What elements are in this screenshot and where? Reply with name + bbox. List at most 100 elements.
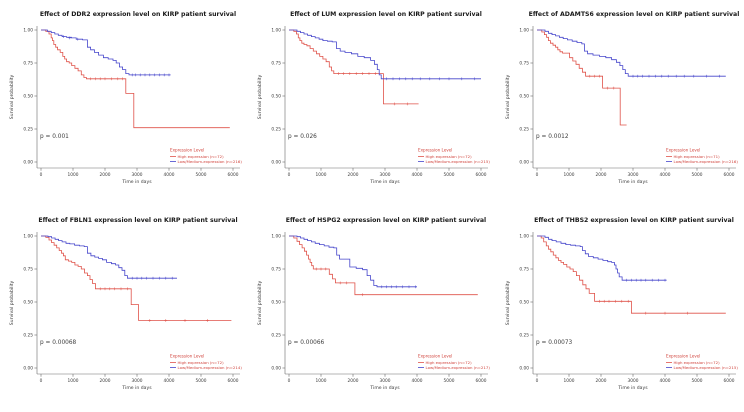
survival-curves <box>537 29 726 126</box>
y-tick-label: 1.00 <box>519 234 529 240</box>
p-value-label: p = 0.001 <box>40 134 69 140</box>
x-tick-label: 4000 <box>412 378 423 384</box>
x-tick-label: 4000 <box>164 172 175 178</box>
legend: Expression Level High expression (n=71) … <box>666 148 738 164</box>
y-tick-label: 0.00 <box>23 160 33 166</box>
low-censor-marks <box>385 77 476 81</box>
y-tick-label: 1.00 <box>271 234 281 240</box>
high-censor-marks <box>337 72 409 106</box>
x-tick-label: 4000 <box>412 172 423 178</box>
chart-title: Effect of DDR2 expression level on KIRP … <box>40 11 236 18</box>
x-tick-label: 5000 <box>196 378 207 384</box>
x-tick-label: 1000 <box>68 378 79 384</box>
x-tick-label: 2000 <box>596 378 607 384</box>
chart-title: Effect of LUM expression level on KIRP p… <box>290 11 482 18</box>
x-tick-label: 5000 <box>444 172 455 178</box>
legend-high-label: High expression (n=72) <box>426 360 473 365</box>
x-tick-label: 0 <box>40 172 43 178</box>
y-tick-label: 1.00 <box>23 28 33 34</box>
x-tick-label: 0 <box>536 172 539 178</box>
legend-low-label: Low/Medium-expression (n=216) <box>178 159 243 164</box>
survival-curves <box>289 235 478 297</box>
x-tick-label: 2000 <box>348 172 359 178</box>
y-tick-label: 0.75 <box>519 267 529 273</box>
legend-low-label: Low/Medium-expression (n=217) <box>426 365 491 370</box>
x-tick-label: 3000 <box>132 378 143 384</box>
low-censor-marks <box>130 276 174 280</box>
high-censor-marks <box>588 74 616 90</box>
legend: Expression Level High expression (n=72) … <box>170 148 242 164</box>
high-survival-curve <box>537 29 627 126</box>
y-tick-label: 0.25 <box>23 333 33 339</box>
high-survival-curve <box>289 29 419 105</box>
y-tick-label: 0.00 <box>271 160 281 166</box>
x-tick-label: 1000 <box>316 378 327 384</box>
y-tick-label: 0.50 <box>519 94 529 100</box>
y-tick-label: 1.00 <box>519 28 529 34</box>
low-survival-curve <box>537 235 667 281</box>
legend-high-label: High expression (n=71) <box>674 154 721 159</box>
y-tick-label: 0.00 <box>23 366 33 372</box>
x-tick-label: 3000 <box>380 172 391 178</box>
x-axis-title: Time in days <box>617 179 648 185</box>
x-tick-label: 1000 <box>316 172 327 178</box>
y-tick-label: 0.00 <box>271 366 281 372</box>
x-tick-label: 4000 <box>660 172 671 178</box>
y-tick-label: 0.75 <box>23 267 33 273</box>
y-axis-title: Survival probability <box>9 74 15 119</box>
axes: 1.00 0.75 0.50 0.25 0.00 0 1000 2000 3000 4000 500… <box>9 232 240 391</box>
x-tick-label: 1000 <box>68 172 79 178</box>
x-tick-label: 5000 <box>692 172 703 178</box>
x-tick-label: 0 <box>536 378 539 384</box>
y-tick-label: 0.25 <box>271 127 281 133</box>
axes: 1.00 0.75 0.50 0.25 0.00 0 1000 2000 3000 4000 500… <box>257 232 488 391</box>
y-axis-title: Survival probability <box>257 280 263 325</box>
y-axis-title: Survival probability <box>257 74 263 119</box>
low-censor-marks <box>625 278 667 282</box>
y-axis-title: Survival probability <box>9 280 15 325</box>
x-tick-label: 3000 <box>628 172 639 178</box>
legend-low-label: Low/Medium-expression (n=215) <box>426 159 491 164</box>
km-plot-svg: Effect of FBLN1 expression level on KIRP… <box>9 217 242 391</box>
km-plot-svg: Effect of HSPG2 expression level on KIRP… <box>257 217 491 391</box>
low-censor-marks <box>62 35 171 77</box>
p-value-label: p = 0.00073 <box>536 340 573 346</box>
x-tick-label: 2000 <box>348 378 359 384</box>
x-tick-label: 0 <box>40 378 43 384</box>
high-survival-curve <box>41 29 230 129</box>
x-axis-title: Time in days <box>617 385 648 391</box>
legend-low-label: Low/Medium-expression (n=215) <box>674 365 739 370</box>
legend: Expression Level High expression (n=72) … <box>170 354 242 370</box>
axes: 1.00 0.75 0.50 0.25 0.00 0 1000 2000 3000 4000 500… <box>505 26 736 185</box>
x-tick-label: 6000 <box>228 172 239 178</box>
legend-low-label: Low/Medium-expression (n=214) <box>178 365 243 370</box>
y-tick-label: 0.00 <box>519 160 529 166</box>
p-value-label: p = 0.00068 <box>40 340 77 346</box>
axes: 1.00 0.75 0.50 0.25 0.00 0 1000 2000 3000 4000 500… <box>505 232 736 391</box>
high-censor-marks <box>598 299 689 315</box>
high-censor-marks <box>314 267 364 297</box>
p-value-label: p = 0.00066 <box>288 340 325 346</box>
chart-title: Effect of THBS2 expression level on KIRP… <box>534 217 734 224</box>
low-censor-marks <box>631 74 721 78</box>
low-survival-curve <box>289 29 481 80</box>
y-tick-label: 0.50 <box>23 300 33 306</box>
y-tick-label: 0.25 <box>271 333 281 339</box>
legend-title-label: Expression Level <box>418 354 452 359</box>
y-tick-label: 0.75 <box>519 61 529 67</box>
x-tick-label: 3000 <box>132 172 143 178</box>
y-tick-label: 0.50 <box>271 300 281 306</box>
x-tick-label: 5000 <box>196 172 207 178</box>
x-tick-label: 1000 <box>564 172 575 178</box>
x-tick-label: 6000 <box>476 172 487 178</box>
legend-title-label: Expression Level <box>666 354 700 359</box>
low-survival-curve <box>289 235 417 288</box>
chart-title: Effect of FBLN1 expression level on KIRP… <box>38 217 237 224</box>
x-tick-label: 6000 <box>228 378 239 384</box>
km-plot-svg: Effect of ADAMTS6 expression level on KI… <box>505 11 739 185</box>
x-tick-label: 5000 <box>692 378 703 384</box>
high-survival-curve <box>41 235 232 321</box>
legend-low-label: Low/Medium-expression (n=216) <box>674 159 739 164</box>
low-survival-curve <box>537 29 726 77</box>
